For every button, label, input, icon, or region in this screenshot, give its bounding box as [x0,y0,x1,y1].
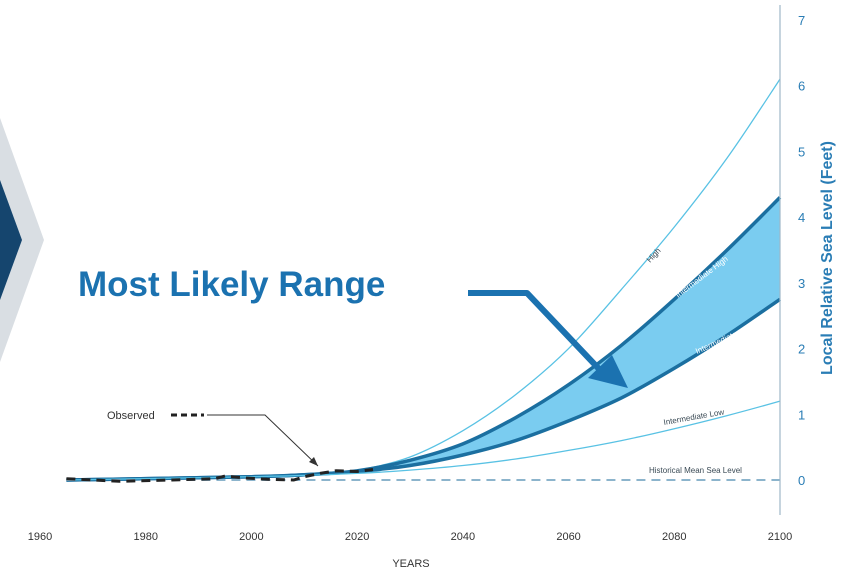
most-likely-callout: Most Likely Range [78,265,628,388]
x-tick-label: 2100 [768,531,792,543]
x-tick-label: 1980 [133,531,157,543]
chevron-right-icon [0,118,44,362]
y-tick-label: 3 [798,276,805,291]
x-tick-label: 2080 [662,531,686,543]
x-axis-ticks: 1960 1980 2000 2020 2040 2060 2080 2100 [28,531,792,543]
y-tick-label: 4 [798,210,805,225]
callout-text: Most Likely Range [78,265,385,304]
observed-leader-arrowhead [309,457,318,466]
x-tick-label: 2060 [556,531,580,543]
x-tick-label: 1960 [28,531,52,543]
series-lines [66,78,782,483]
y-tick-label: 1 [798,407,805,422]
y-tick-label: 0 [798,473,805,488]
series-label-historical-mean: Historical Mean Sea Level [649,466,742,475]
y-tick-label: 2 [798,342,805,357]
series-line-intermediate-low [66,400,781,481]
x-tick-label: 2000 [239,531,263,543]
y-tick-label: 7 [798,13,805,28]
x-tick-label: 2040 [451,531,475,543]
observed-label: Observed [107,410,155,422]
y-axis-label: Local Relative Sea Level (Feet) [819,141,836,375]
y-tick-label: 6 [798,79,805,94]
observed-leader-line [207,414,319,467]
band-fill [66,197,780,480]
series-label-high: High [645,246,663,264]
arrow-icon [588,355,628,388]
y-tick-label: 5 [798,144,805,159]
x-tick-label: 2020 [345,531,369,543]
callout-arrow-line [468,290,603,373]
series-line-observed [66,468,374,483]
most-likely-band [66,197,780,480]
x-axis-label: YEARS [392,558,429,570]
y-axis-ticks: 0 1 2 3 4 5 6 7 [798,13,805,488]
observed-legend: Observed [107,410,319,467]
